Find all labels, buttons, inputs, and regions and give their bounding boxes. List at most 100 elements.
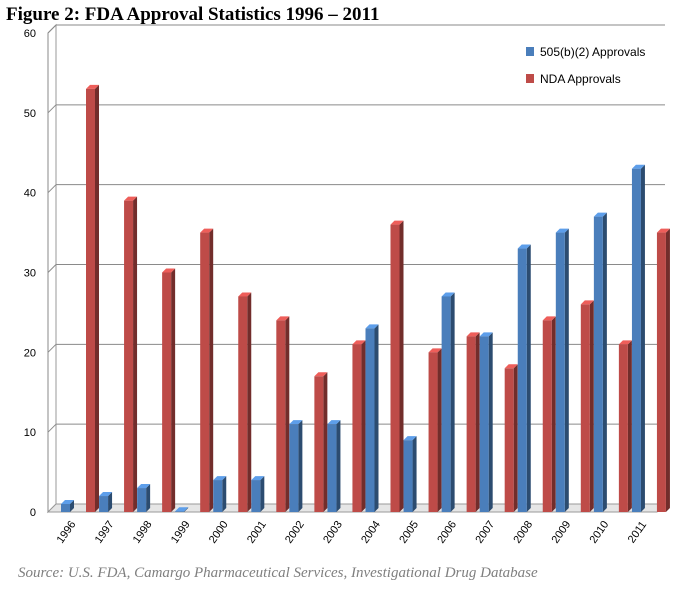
x-tick-label: 2006	[435, 519, 459, 546]
bar-top	[238, 292, 252, 297]
bar-side	[336, 420, 341, 512]
bar-505b2	[593, 212, 607, 512]
bar-top	[593, 212, 607, 217]
legend-label-nda: NDA Approvals	[540, 72, 621, 86]
bar-front	[276, 320, 286, 512]
bar-side	[95, 84, 99, 512]
bar-front	[365, 328, 375, 512]
bar-front	[175, 511, 185, 512]
bar-top	[504, 364, 518, 369]
bar-side	[222, 476, 227, 512]
bar-top	[466, 332, 480, 337]
bar-front	[124, 200, 134, 512]
bar-505b2	[631, 164, 645, 512]
bar-top	[631, 164, 645, 169]
bar-side	[133, 196, 138, 512]
x-tick-label: 2002	[283, 519, 307, 546]
bar-top	[555, 228, 569, 233]
bar-top	[86, 84, 99, 89]
bar-top	[137, 484, 151, 489]
x-tick-label: 2011	[626, 519, 649, 545]
bar-side	[146, 484, 151, 512]
gridline-diag	[47, 423, 57, 433]
bar-layer	[61, 84, 670, 513]
bar-505b2	[517, 244, 531, 513]
bar-front	[99, 496, 109, 512]
bar-top	[314, 372, 328, 377]
bar-505b2	[175, 507, 189, 512]
bar-front	[86, 88, 95, 512]
bar-505b2	[327, 420, 341, 512]
x-tick-label: 2007	[473, 519, 497, 546]
x-tick-label: 1998	[131, 519, 155, 546]
bar-front	[441, 296, 451, 512]
bar-side	[564, 228, 569, 513]
bar-side	[361, 340, 366, 512]
bar-top	[200, 228, 214, 233]
bar-front	[200, 232, 210, 513]
bar-front	[479, 336, 489, 512]
bar-front	[580, 304, 590, 512]
bar-nda	[276, 316, 290, 512]
bar-top	[251, 476, 265, 481]
bar-505b2	[555, 228, 569, 513]
bar-side	[437, 348, 442, 512]
bar-front	[314, 376, 324, 512]
bar-front	[390, 224, 400, 512]
bar-top	[428, 348, 442, 353]
bar-top	[618, 340, 632, 345]
bar-front	[238, 296, 248, 512]
x-tick-label: 2005	[397, 519, 421, 546]
bar-front	[352, 344, 362, 512]
bar-front	[542, 320, 552, 512]
bar-nda	[618, 340, 632, 512]
bar-top	[124, 196, 138, 201]
bar-nda	[162, 268, 176, 512]
bar-side	[475, 332, 480, 512]
bar-top	[276, 316, 290, 321]
legend-swatch-505b2	[526, 47, 534, 56]
bar-front	[289, 424, 299, 512]
legend: 505(b)(2) Approvals NDA Approvals	[526, 45, 645, 86]
bar-top	[365, 324, 379, 329]
bar-505b2	[289, 420, 303, 512]
bar-nda	[466, 332, 480, 512]
bar-top	[479, 332, 493, 337]
bar-front	[631, 168, 641, 512]
gridline-diag	[47, 184, 57, 194]
bar-side	[399, 220, 404, 512]
bar-side	[70, 500, 74, 512]
bar-top	[390, 220, 404, 225]
bar-front	[428, 352, 438, 512]
bar-front	[466, 336, 476, 512]
bar-top	[517, 244, 531, 249]
bar-505b2	[441, 292, 455, 512]
bar-front	[162, 272, 172, 512]
bar-side	[374, 324, 379, 512]
bar-front	[137, 488, 147, 512]
bar-front	[593, 216, 603, 512]
x-tick-label: 2009	[549, 519, 573, 546]
bar-505b2	[99, 492, 113, 512]
bar-side	[108, 492, 113, 512]
bar-side	[412, 436, 417, 512]
bar-505b2	[365, 324, 379, 512]
bar-top	[289, 420, 303, 425]
bar-side	[627, 340, 632, 512]
bar-505b2	[251, 476, 265, 512]
bar-505b2	[403, 436, 417, 512]
bar-nda	[200, 228, 214, 513]
bar-nda	[314, 372, 328, 512]
bar-505b2	[137, 484, 151, 512]
bar-side	[526, 244, 531, 513]
bar-nda	[542, 316, 556, 512]
y-tick-label: 40	[24, 188, 36, 200]
y-tick-label: 20	[24, 347, 36, 359]
bar-side	[665, 228, 670, 513]
y-tick-label: 0	[30, 507, 36, 519]
bar-nda	[86, 84, 99, 512]
bar-nda	[428, 348, 442, 512]
bar-front	[656, 232, 666, 513]
bar-top	[213, 476, 227, 481]
